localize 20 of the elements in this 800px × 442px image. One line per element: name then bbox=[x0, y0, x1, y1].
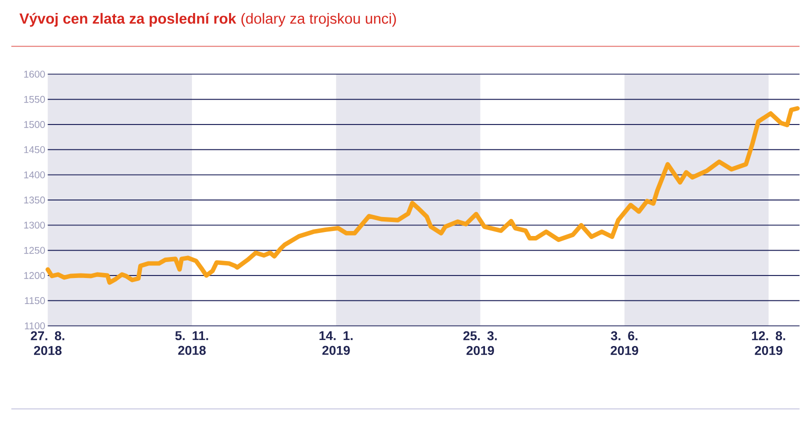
x-tick-label: 3. 6. 2019 bbox=[610, 331, 638, 355]
y-tick-label: 1550 bbox=[24, 96, 45, 103]
y-tick-label: 1350 bbox=[24, 196, 45, 204]
chart-subtitle: (dolary za trojskou unci) bbox=[241, 12, 396, 26]
chart-title: Vývoj cen zlata za poslední rok bbox=[19, 12, 236, 26]
y-tick-label: 1150 bbox=[24, 297, 45, 304]
line-series bbox=[46, 106, 800, 285]
y-tick-label: 1250 bbox=[24, 246, 45, 254]
y-tick-label: 1200 bbox=[24, 272, 45, 279]
y-tick-label: 1450 bbox=[24, 146, 45, 153]
y-tick-label: 1400 bbox=[24, 171, 45, 178]
x-tick-label: 5. 11. 2018 bbox=[175, 331, 208, 355]
x-tick-label: 12. 8. 2019 bbox=[752, 331, 786, 355]
y-tick-label: 1500 bbox=[24, 120, 45, 128]
x-tick-label: 27. 8. 2018 bbox=[30, 331, 64, 355]
x-tick-label: 14. 1. 2019 bbox=[320, 331, 353, 355]
y-tick-label: 1100 bbox=[24, 322, 45, 330]
x-tick-label: 25. 3. 2019 bbox=[463, 331, 497, 355]
y-tick-label: 1600 bbox=[24, 70, 45, 78]
y-tick-label: 1300 bbox=[24, 222, 45, 228]
